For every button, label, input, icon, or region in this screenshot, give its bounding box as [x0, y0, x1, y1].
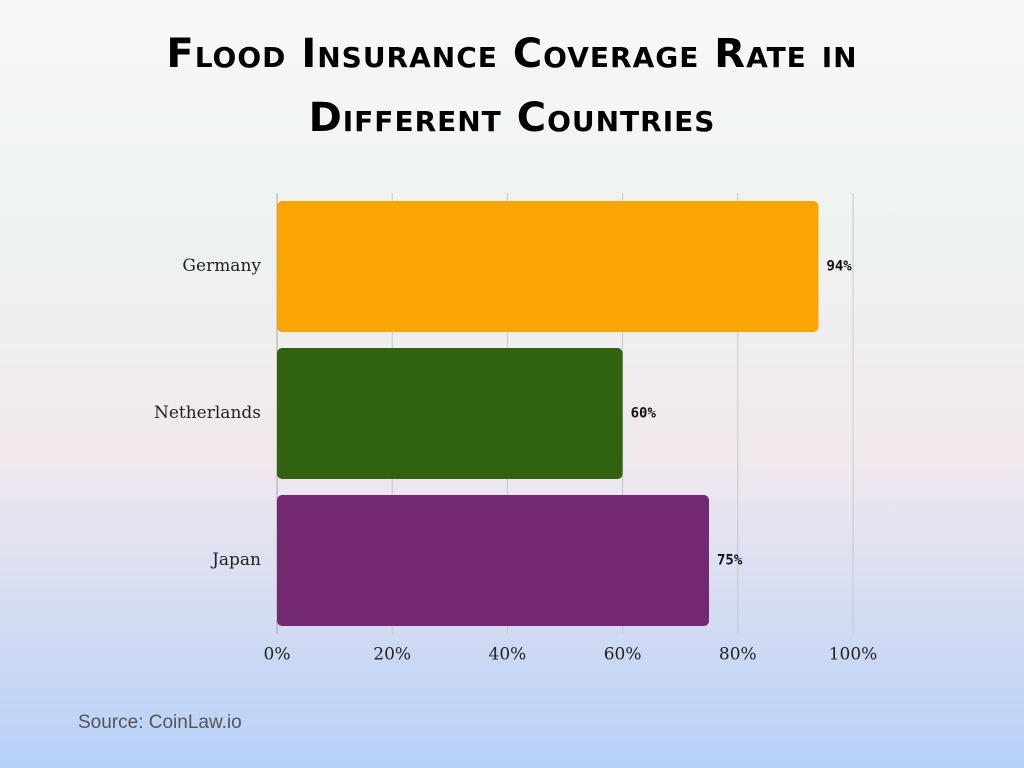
bar — [277, 495, 709, 626]
x-tick-label: 80% — [719, 645, 757, 665]
y-tick-label: Netherlands — [154, 403, 261, 423]
x-tick-label: 60% — [604, 645, 642, 665]
y-tick-label: Germany — [182, 256, 261, 276]
x-tick-label: 0% — [264, 645, 291, 665]
x-tick-label: 100% — [829, 645, 878, 665]
x-tick-label: 20% — [373, 645, 411, 665]
bar — [277, 348, 623, 479]
value-label: 75% — [717, 553, 743, 569]
value-label: 94% — [826, 259, 852, 275]
value-label: 60% — [631, 406, 657, 422]
source: Source: CoinLaw.io — [78, 712, 242, 733]
x-tick-label: 40% — [489, 645, 527, 665]
chart-title: Flood Insurance Coverage Rate in Differe… — [166, 31, 858, 141]
bar — [277, 201, 819, 332]
y-tick-label: Japan — [210, 550, 261, 570]
